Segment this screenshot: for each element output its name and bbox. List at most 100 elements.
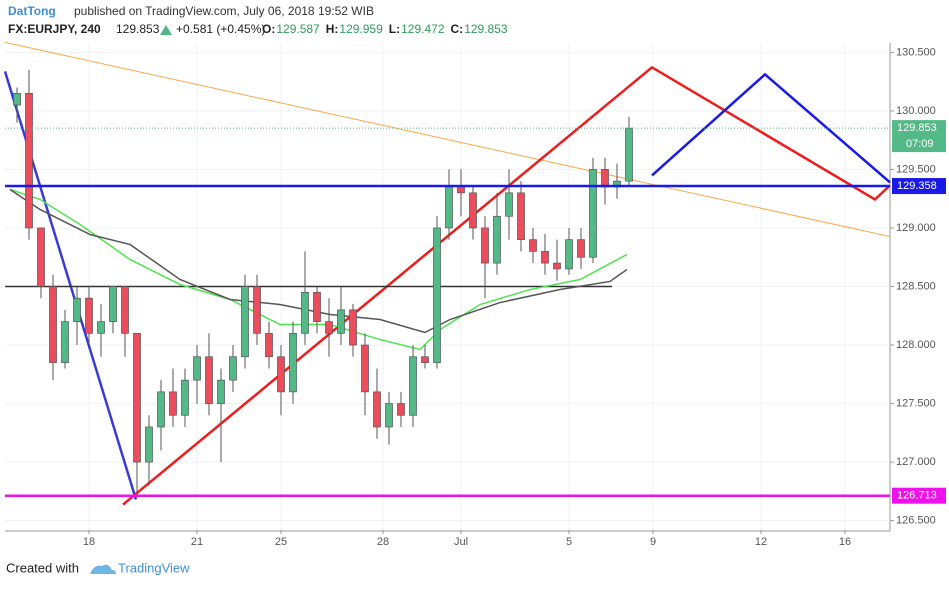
candle-body xyxy=(601,169,609,188)
footer-brand[interactable]: TradingView xyxy=(118,560,190,575)
change: +0.581 (+0.45%) xyxy=(176,22,265,36)
candle-body xyxy=(421,356,429,363)
y-tick-label: 130.000 xyxy=(896,105,936,117)
candle-body xyxy=(577,239,585,258)
candle-body xyxy=(121,286,129,334)
x-tick-label: 25 xyxy=(275,536,287,548)
published: published on TradingView.com, July 06, 2… xyxy=(74,4,374,18)
level-tag xyxy=(892,178,946,195)
last-price-label: 129.853 xyxy=(897,122,937,134)
ohlc-value: 129.959 xyxy=(339,22,383,36)
candle-body xyxy=(253,286,261,334)
tv-logo xyxy=(90,564,116,574)
candle-body xyxy=(529,239,537,252)
moving-average xyxy=(9,188,628,334)
candle-body xyxy=(181,379,189,416)
candle-body xyxy=(313,292,321,322)
candle-body xyxy=(229,356,237,381)
candle-body xyxy=(349,309,357,346)
candle-body xyxy=(469,192,477,229)
y-tick-label: 126.500 xyxy=(896,515,936,527)
candle-body xyxy=(97,321,105,334)
y-tick-label: 127.000 xyxy=(896,456,936,468)
candle-body xyxy=(289,332,297,393)
candle-body xyxy=(157,391,165,428)
candle-body xyxy=(325,321,333,334)
candle-body xyxy=(385,403,393,428)
ohlc-value: 129.472 xyxy=(401,22,445,36)
x-tick-label: Jul xyxy=(454,536,468,548)
ohlc-label: C: xyxy=(451,22,464,36)
candle-body xyxy=(109,286,117,322)
candle-body xyxy=(145,426,153,463)
candle-body xyxy=(301,292,309,334)
candle-body xyxy=(49,286,57,363)
x-tick-label: 9 xyxy=(650,536,656,548)
trendline xyxy=(4,41,891,238)
candle-body xyxy=(505,192,513,217)
candle-body xyxy=(337,309,345,334)
candle-body xyxy=(409,356,417,416)
x-tick-label: 28 xyxy=(377,536,389,548)
candle-body xyxy=(397,403,405,416)
ohlc-label: H: xyxy=(326,22,339,36)
candle-body xyxy=(277,356,285,393)
ohlc-label: L: xyxy=(389,22,400,36)
y-tick-label: 128.000 xyxy=(896,339,936,351)
ohlc: O: 129.587 H: 129.959 L: 129.472 C: 129.853 xyxy=(262,22,508,36)
author[interactable]: DatTong xyxy=(8,4,56,18)
candle-body xyxy=(217,379,225,404)
y-tick-label: 127.500 xyxy=(896,397,936,409)
x-tick-label: 21 xyxy=(191,536,203,548)
candle-body xyxy=(13,92,21,106)
candle-body xyxy=(517,192,525,241)
ohlc-value: 129.853 xyxy=(464,22,508,36)
candle-body xyxy=(433,227,441,363)
candle-body xyxy=(445,186,453,229)
x-tick-label: 5 xyxy=(566,536,572,548)
candle-body xyxy=(373,391,381,428)
ohlc-label: O: xyxy=(262,22,275,36)
up-arrow xyxy=(160,25,172,35)
candle-body xyxy=(133,332,141,463)
candle-body xyxy=(241,286,249,358)
y-tick-label: 128.500 xyxy=(896,280,936,292)
candle-body xyxy=(625,127,633,182)
candle-body xyxy=(85,297,93,334)
price: 129.853 xyxy=(116,22,160,36)
candle-body xyxy=(361,344,369,393)
x-tick-label: 12 xyxy=(755,536,767,548)
level-label: 129.358 xyxy=(897,180,937,192)
candle-body xyxy=(25,92,33,229)
candle-body xyxy=(169,391,177,416)
candle-body xyxy=(37,227,45,287)
last-price-tag xyxy=(892,120,946,153)
candle-body xyxy=(205,356,213,404)
y-tick-label: 129.000 xyxy=(896,222,936,234)
candle-body xyxy=(589,169,597,258)
candle-body xyxy=(457,186,465,194)
candle-body xyxy=(265,332,273,358)
candle-body xyxy=(73,297,81,322)
countdown: 07:09 xyxy=(906,138,934,150)
y-tick-label: 130.500 xyxy=(896,46,936,58)
y-tick-label: 129.500 xyxy=(896,163,936,175)
candle-body xyxy=(481,227,489,264)
ohlc-value: 129.587 xyxy=(276,22,320,36)
x-tick-label: 18 xyxy=(83,536,95,548)
candle-body xyxy=(493,215,501,264)
trendline xyxy=(651,72,891,184)
footer-created: Created with xyxy=(6,560,79,575)
candle-body xyxy=(61,321,69,363)
x-tick-label: 16 xyxy=(839,536,851,548)
candle-body xyxy=(541,251,549,264)
candle-body xyxy=(193,356,201,381)
level-label: 126.713 xyxy=(897,490,937,502)
candle-body xyxy=(565,239,573,270)
level-tag xyxy=(892,487,946,504)
candle-body xyxy=(553,262,561,270)
symbol: FX:EURJPY, 240 xyxy=(8,22,101,36)
plot xyxy=(3,41,891,530)
